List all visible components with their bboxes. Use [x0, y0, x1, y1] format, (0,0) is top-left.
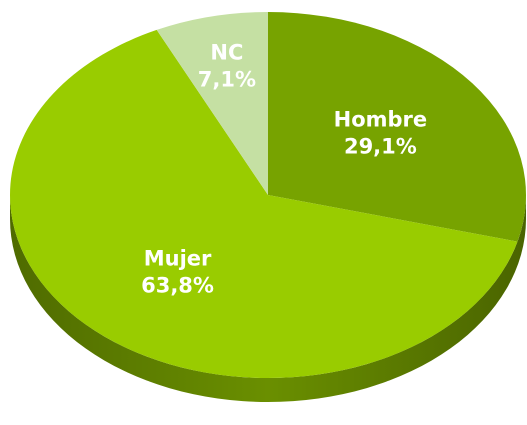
pie-slice — [156, 12, 268, 195]
slice-value: 7,1% — [198, 68, 256, 92]
pie-top — [9, 12, 526, 378]
slice-category: Hombre — [334, 108, 428, 132]
pie-slice — [268, 12, 526, 242]
slice-value: 29,1% — [344, 135, 417, 159]
slice-category: Mujer — [144, 247, 212, 271]
labels: Hombre 29,1% Mujer 63,8% NC 7,1% — [141, 41, 427, 298]
slice-value: 63,8% — [141, 274, 214, 298]
slice-category: NC — [210, 41, 243, 65]
pie-slice — [9, 29, 518, 378]
